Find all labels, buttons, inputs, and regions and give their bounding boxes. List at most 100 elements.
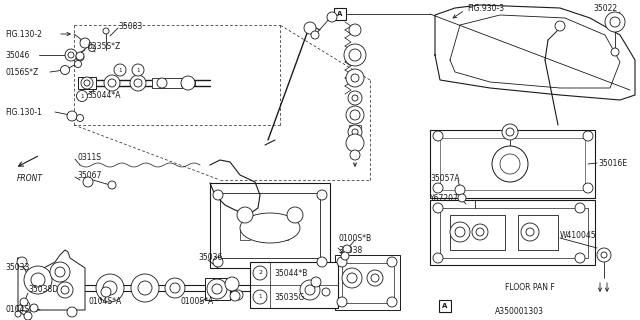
- Bar: [78, 77, 96, 89]
- Text: FIG.130-1: FIG.130-1: [5, 108, 42, 116]
- Circle shape: [130, 75, 146, 91]
- Circle shape: [31, 273, 45, 287]
- Circle shape: [521, 223, 539, 241]
- Circle shape: [253, 290, 267, 304]
- Bar: [250, 262, 338, 308]
- Circle shape: [108, 79, 116, 87]
- Circle shape: [601, 252, 607, 258]
- Circle shape: [181, 76, 195, 90]
- Circle shape: [350, 150, 360, 160]
- Circle shape: [134, 79, 142, 87]
- Circle shape: [212, 284, 222, 294]
- Circle shape: [492, 146, 528, 182]
- Circle shape: [131, 274, 159, 302]
- Circle shape: [311, 277, 321, 287]
- Text: 35036: 35036: [198, 252, 222, 261]
- Circle shape: [237, 207, 253, 223]
- Circle shape: [213, 190, 223, 200]
- Circle shape: [233, 290, 243, 300]
- Circle shape: [327, 12, 337, 22]
- Text: 35083: 35083: [118, 21, 142, 30]
- Circle shape: [20, 298, 28, 306]
- Circle shape: [170, 283, 180, 293]
- Text: 35057A: 35057A: [430, 173, 460, 182]
- Circle shape: [67, 111, 77, 121]
- Circle shape: [317, 257, 327, 267]
- Circle shape: [253, 266, 267, 280]
- Circle shape: [349, 24, 361, 36]
- Circle shape: [348, 91, 362, 105]
- Circle shape: [343, 245, 351, 253]
- Circle shape: [555, 21, 565, 31]
- Text: W410045: W410045: [560, 230, 596, 239]
- Circle shape: [114, 64, 126, 76]
- Circle shape: [347, 273, 357, 283]
- Circle shape: [24, 312, 32, 320]
- Circle shape: [526, 228, 534, 236]
- Bar: [152, 78, 182, 88]
- Text: Y67207: Y67207: [430, 194, 459, 203]
- Text: FIG.130-2: FIG.130-2: [5, 29, 42, 38]
- Text: 35044*B: 35044*B: [274, 268, 307, 277]
- Circle shape: [433, 203, 443, 213]
- Circle shape: [83, 177, 93, 187]
- Circle shape: [50, 262, 70, 282]
- Bar: [450, 215, 505, 250]
- Circle shape: [17, 257, 27, 267]
- Text: 0100S*A: 0100S*A: [180, 298, 213, 307]
- Text: 35016E: 35016E: [598, 158, 627, 167]
- Text: 1: 1: [136, 68, 140, 73]
- Text: 1: 1: [118, 68, 122, 73]
- Circle shape: [65, 49, 77, 61]
- Text: A: A: [337, 11, 342, 17]
- Circle shape: [387, 297, 397, 307]
- Bar: [342, 263, 394, 303]
- Text: FRONT: FRONT: [17, 173, 43, 182]
- Circle shape: [77, 115, 83, 122]
- Text: A350001303: A350001303: [495, 308, 544, 316]
- Circle shape: [583, 183, 593, 193]
- Circle shape: [610, 17, 620, 27]
- Circle shape: [337, 297, 347, 307]
- Circle shape: [352, 129, 358, 135]
- Circle shape: [24, 266, 52, 294]
- Circle shape: [157, 78, 167, 88]
- Circle shape: [103, 28, 109, 34]
- Circle shape: [433, 253, 443, 263]
- Circle shape: [101, 287, 111, 297]
- Circle shape: [455, 227, 465, 237]
- Text: FIG.930-3: FIG.930-3: [467, 4, 504, 12]
- Circle shape: [305, 285, 315, 295]
- Circle shape: [322, 288, 330, 296]
- Text: A: A: [442, 303, 448, 309]
- Circle shape: [103, 281, 117, 295]
- Ellipse shape: [240, 213, 300, 243]
- Circle shape: [20, 301, 30, 311]
- Circle shape: [500, 154, 520, 174]
- Bar: [296, 278, 324, 302]
- Circle shape: [80, 38, 90, 48]
- Circle shape: [506, 128, 514, 136]
- Bar: [349, 125, 361, 130]
- Text: 35044*A: 35044*A: [87, 91, 120, 100]
- Circle shape: [230, 291, 240, 301]
- Circle shape: [304, 22, 316, 34]
- Text: 35067: 35067: [77, 171, 101, 180]
- Bar: [335, 255, 400, 310]
- Circle shape: [68, 52, 74, 58]
- Text: 0235S*Z: 0235S*Z: [87, 42, 120, 51]
- Circle shape: [597, 248, 611, 262]
- Circle shape: [77, 91, 88, 101]
- Circle shape: [458, 194, 466, 202]
- Text: 1: 1: [80, 93, 84, 99]
- Circle shape: [104, 75, 120, 91]
- Circle shape: [605, 12, 625, 32]
- Circle shape: [346, 134, 364, 152]
- Circle shape: [346, 106, 364, 124]
- Circle shape: [287, 207, 303, 223]
- Text: 0104S*A: 0104S*A: [88, 298, 121, 307]
- Circle shape: [351, 74, 359, 82]
- Circle shape: [583, 131, 593, 141]
- Text: 35046: 35046: [5, 51, 29, 60]
- Circle shape: [30, 304, 38, 312]
